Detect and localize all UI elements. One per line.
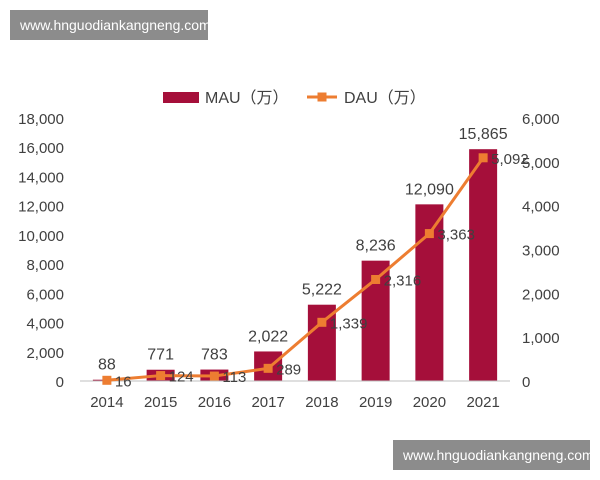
y-left-tick-label: 0	[56, 374, 64, 391]
watermark-bottom: www.hnguodiankangneng.com	[393, 440, 594, 470]
bar	[307, 304, 336, 381]
line-series	[102, 153, 488, 385]
line-data-label: 124	[169, 369, 194, 386]
line-point	[424, 229, 434, 239]
bar	[469, 149, 498, 381]
y-left-tick-label: 6,000	[26, 286, 64, 303]
legend-mau-label: MAU（万）	[205, 89, 289, 107]
y-right-tick-label: 5,000	[522, 155, 560, 172]
x-tick-label: 2015	[144, 394, 177, 411]
line-point	[317, 317, 327, 327]
x-tick-label: 2020	[413, 394, 446, 411]
x-tick-label: 2014	[90, 394, 123, 411]
x-tick-label: 2021	[466, 394, 499, 411]
line-data-labels: 16 124 113 289 1,339 2,316 3,363 5,092	[115, 151, 529, 390]
legend-mau-swatch	[163, 92, 199, 103]
line-point	[263, 363, 273, 373]
x-tick-label: 2017	[251, 394, 284, 411]
x-axis: 2014 2015 2016 2017 2018 2019 2020 2021	[90, 394, 500, 411]
line-data-label: 2,316	[384, 272, 422, 289]
line-point	[371, 274, 381, 284]
y-right-tick-label: 4,000	[522, 199, 560, 216]
line-point	[209, 371, 219, 381]
line-point	[478, 153, 488, 163]
y-axis-right: 0 1,000 2,000 3,000 4,000 5,000 6,000	[522, 111, 560, 391]
dau-line	[106, 156, 485, 382]
bar-data-labels: 88 771 783 2,022 5,222 8,236 12,090 15,865	[98, 126, 508, 374]
legend-dau-marker	[317, 92, 327, 102]
y-left-tick-label: 10,000	[18, 228, 64, 245]
bar-data-label: 2,022	[248, 328, 288, 345]
bar-data-label: 783	[201, 347, 228, 364]
line-point	[156, 371, 166, 381]
bar-data-label: 771	[147, 347, 174, 364]
y-left-tick-label: 4,000	[26, 316, 64, 333]
x-tick-label: 2018	[305, 394, 338, 411]
bar-data-label: 5,222	[302, 282, 342, 299]
y-left-tick-label: 16,000	[18, 140, 64, 157]
y-right-tick-label: 0	[522, 374, 530, 391]
y-axis-left: 0 2,000 4,000 6,000 8,000 10,000 12,000 14,000 1…	[18, 111, 64, 391]
line-data-label: 16	[115, 373, 132, 390]
x-tick-label: 2016	[198, 394, 231, 411]
bar-data-label: 15,865	[459, 126, 508, 143]
bar-data-label: 12,090	[405, 181, 454, 198]
legend: MAU（万） DAU（万）	[163, 89, 426, 107]
bar-data-label: 8,236	[356, 238, 396, 255]
y-right-tick-label: 3,000	[522, 243, 560, 260]
y-left-tick-label: 8,000	[26, 257, 64, 274]
line-data-label: 113	[222, 369, 246, 386]
y-left-tick-label: 14,000	[18, 169, 64, 186]
x-tick-label: 2019	[359, 394, 392, 411]
legend-dau-label: DAU（万）	[344, 89, 426, 107]
line-point	[102, 375, 112, 385]
y-right-tick-label: 1,000	[522, 330, 560, 347]
line-data-label: 5,092	[491, 151, 529, 168]
y-left-tick-label: 18,000	[18, 111, 64, 128]
line-data-label: 3,363	[437, 227, 475, 244]
y-left-tick-label: 2,000	[26, 345, 64, 362]
bar-data-label: 88	[98, 357, 116, 374]
y-right-tick-label: 6,000	[522, 111, 560, 128]
y-left-tick-label: 12,000	[18, 199, 64, 216]
watermark-top: www.hnguodiankangneng.com	[10, 10, 211, 40]
line-data-label: 289	[276, 361, 301, 378]
y-right-tick-label: 2,000	[522, 286, 560, 303]
line-data-label: 1,339	[330, 315, 368, 332]
